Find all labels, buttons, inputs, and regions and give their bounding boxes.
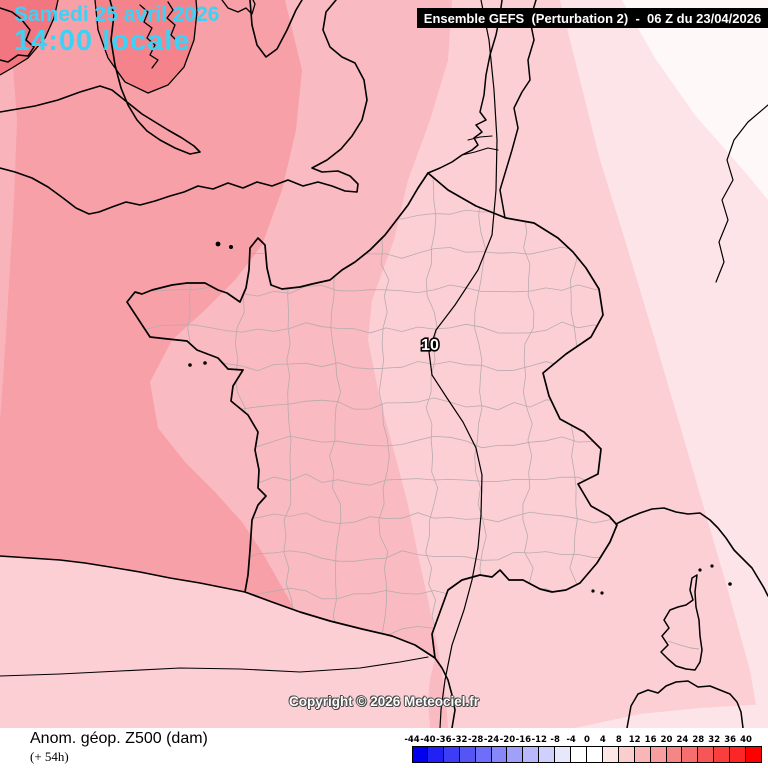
legend-labels: Anom. géop. Z500 (dam) (+ 54h) [30, 730, 208, 765]
scale-cell: -20 [500, 735, 524, 763]
scale-swatch [633, 746, 651, 763]
scale-swatch [570, 746, 587, 763]
scale-tick-label: -24 [483, 735, 500, 745]
scale-tick-label: 12 [628, 735, 641, 745]
scale-cell: 16 [645, 735, 667, 763]
scale-swatch [681, 746, 699, 763]
forecast-hour: (+ 54h) [30, 749, 69, 764]
scale-cell: -28 [468, 735, 492, 763]
scale-tick-label: -16 [515, 735, 532, 745]
scale-swatch [538, 746, 556, 763]
scale-tick-label: 24 [676, 735, 689, 745]
scale-swatch [426, 746, 444, 763]
scale-cell: 4 [599, 735, 619, 763]
scale-swatch [617, 746, 635, 763]
scale-tick-label: 40 [740, 735, 752, 745]
model-run-bar: Ensemble GEFS (Perturbation 2) - 06 Z du… [417, 8, 768, 28]
valid-date-overlay: Samedi 25 avril 2026 14:00 locale [14, 3, 220, 58]
scale-swatch [713, 746, 731, 763]
scale-cell: 36 [724, 735, 747, 763]
scale-cell: 24 [676, 735, 699, 763]
scale-cell: 40 [740, 735, 762, 763]
scale-swatch [745, 746, 762, 763]
valid-date: Samedi 25 avril 2026 [14, 3, 220, 26]
weather-map: 10 [0, 0, 768, 728]
scale-tick-label: 4 [599, 735, 606, 745]
scale-swatch [458, 746, 476, 763]
scale-tick-label: 16 [644, 735, 657, 745]
scale-swatch [649, 746, 667, 763]
scale-tick-label: -44 [404, 735, 420, 745]
scale-tick-label: 28 [692, 735, 705, 745]
scale-swatch [729, 746, 747, 763]
scale-swatch [585, 746, 603, 763]
scale-swatch [412, 746, 428, 763]
scale-swatch [601, 746, 619, 763]
scale-tick-label: 32 [708, 735, 721, 745]
scale-tick-label: 20 [660, 735, 673, 745]
scale-swatch [554, 746, 572, 763]
scale-tick-label: -8 [550, 735, 560, 745]
scale-tick-label: -32 [452, 735, 468, 745]
scale-tick-label: 0 [584, 735, 590, 745]
scale-tick-label: -28 [467, 735, 484, 745]
scale-swatch [474, 746, 492, 763]
legend-title: Anom. géop. Z500 (dam) [30, 730, 208, 747]
scale-swatch [665, 746, 683, 763]
scale-swatch [506, 746, 524, 763]
corsica-department-line [667, 640, 700, 650]
scale-swatch [522, 746, 540, 763]
scale-tick-label: 8 [615, 735, 622, 745]
legend-strip: Anom. géop. Z500 (dam) (+ 54h) -44 -40 -36… [0, 728, 768, 768]
scale-cell: 32 [708, 735, 731, 763]
contour-line-10 [428, 0, 498, 728]
contour-label: 10 [421, 337, 439, 354]
valid-time: 14:00 locale [14, 25, 191, 58]
scale-tick-label: -20 [499, 735, 516, 745]
scale-tick-label: -12 [531, 735, 547, 745]
scale-tick-label: 36 [724, 735, 737, 745]
scale-swatch [442, 746, 460, 763]
scale-tick-label: -36 [436, 735, 452, 745]
scale-tick-label: -40 [420, 735, 436, 745]
scale-swatch [697, 746, 715, 763]
copyright-text: Copyright © 2026 Meteociel.fr [289, 694, 479, 709]
scale-swatch [490, 746, 508, 763]
anomaly-shading [0, 0, 768, 728]
scale-tick-label: -4 [566, 735, 576, 745]
color-scale: -44 -40 -36 -32 -28 -24 -20 -16 -12 -8 -4 0 4 8 12 16 20… [404, 735, 762, 763]
islands [188, 241, 732, 595]
coastlines [0, 0, 768, 728]
anomaly-contours [0, 0, 198, 94]
